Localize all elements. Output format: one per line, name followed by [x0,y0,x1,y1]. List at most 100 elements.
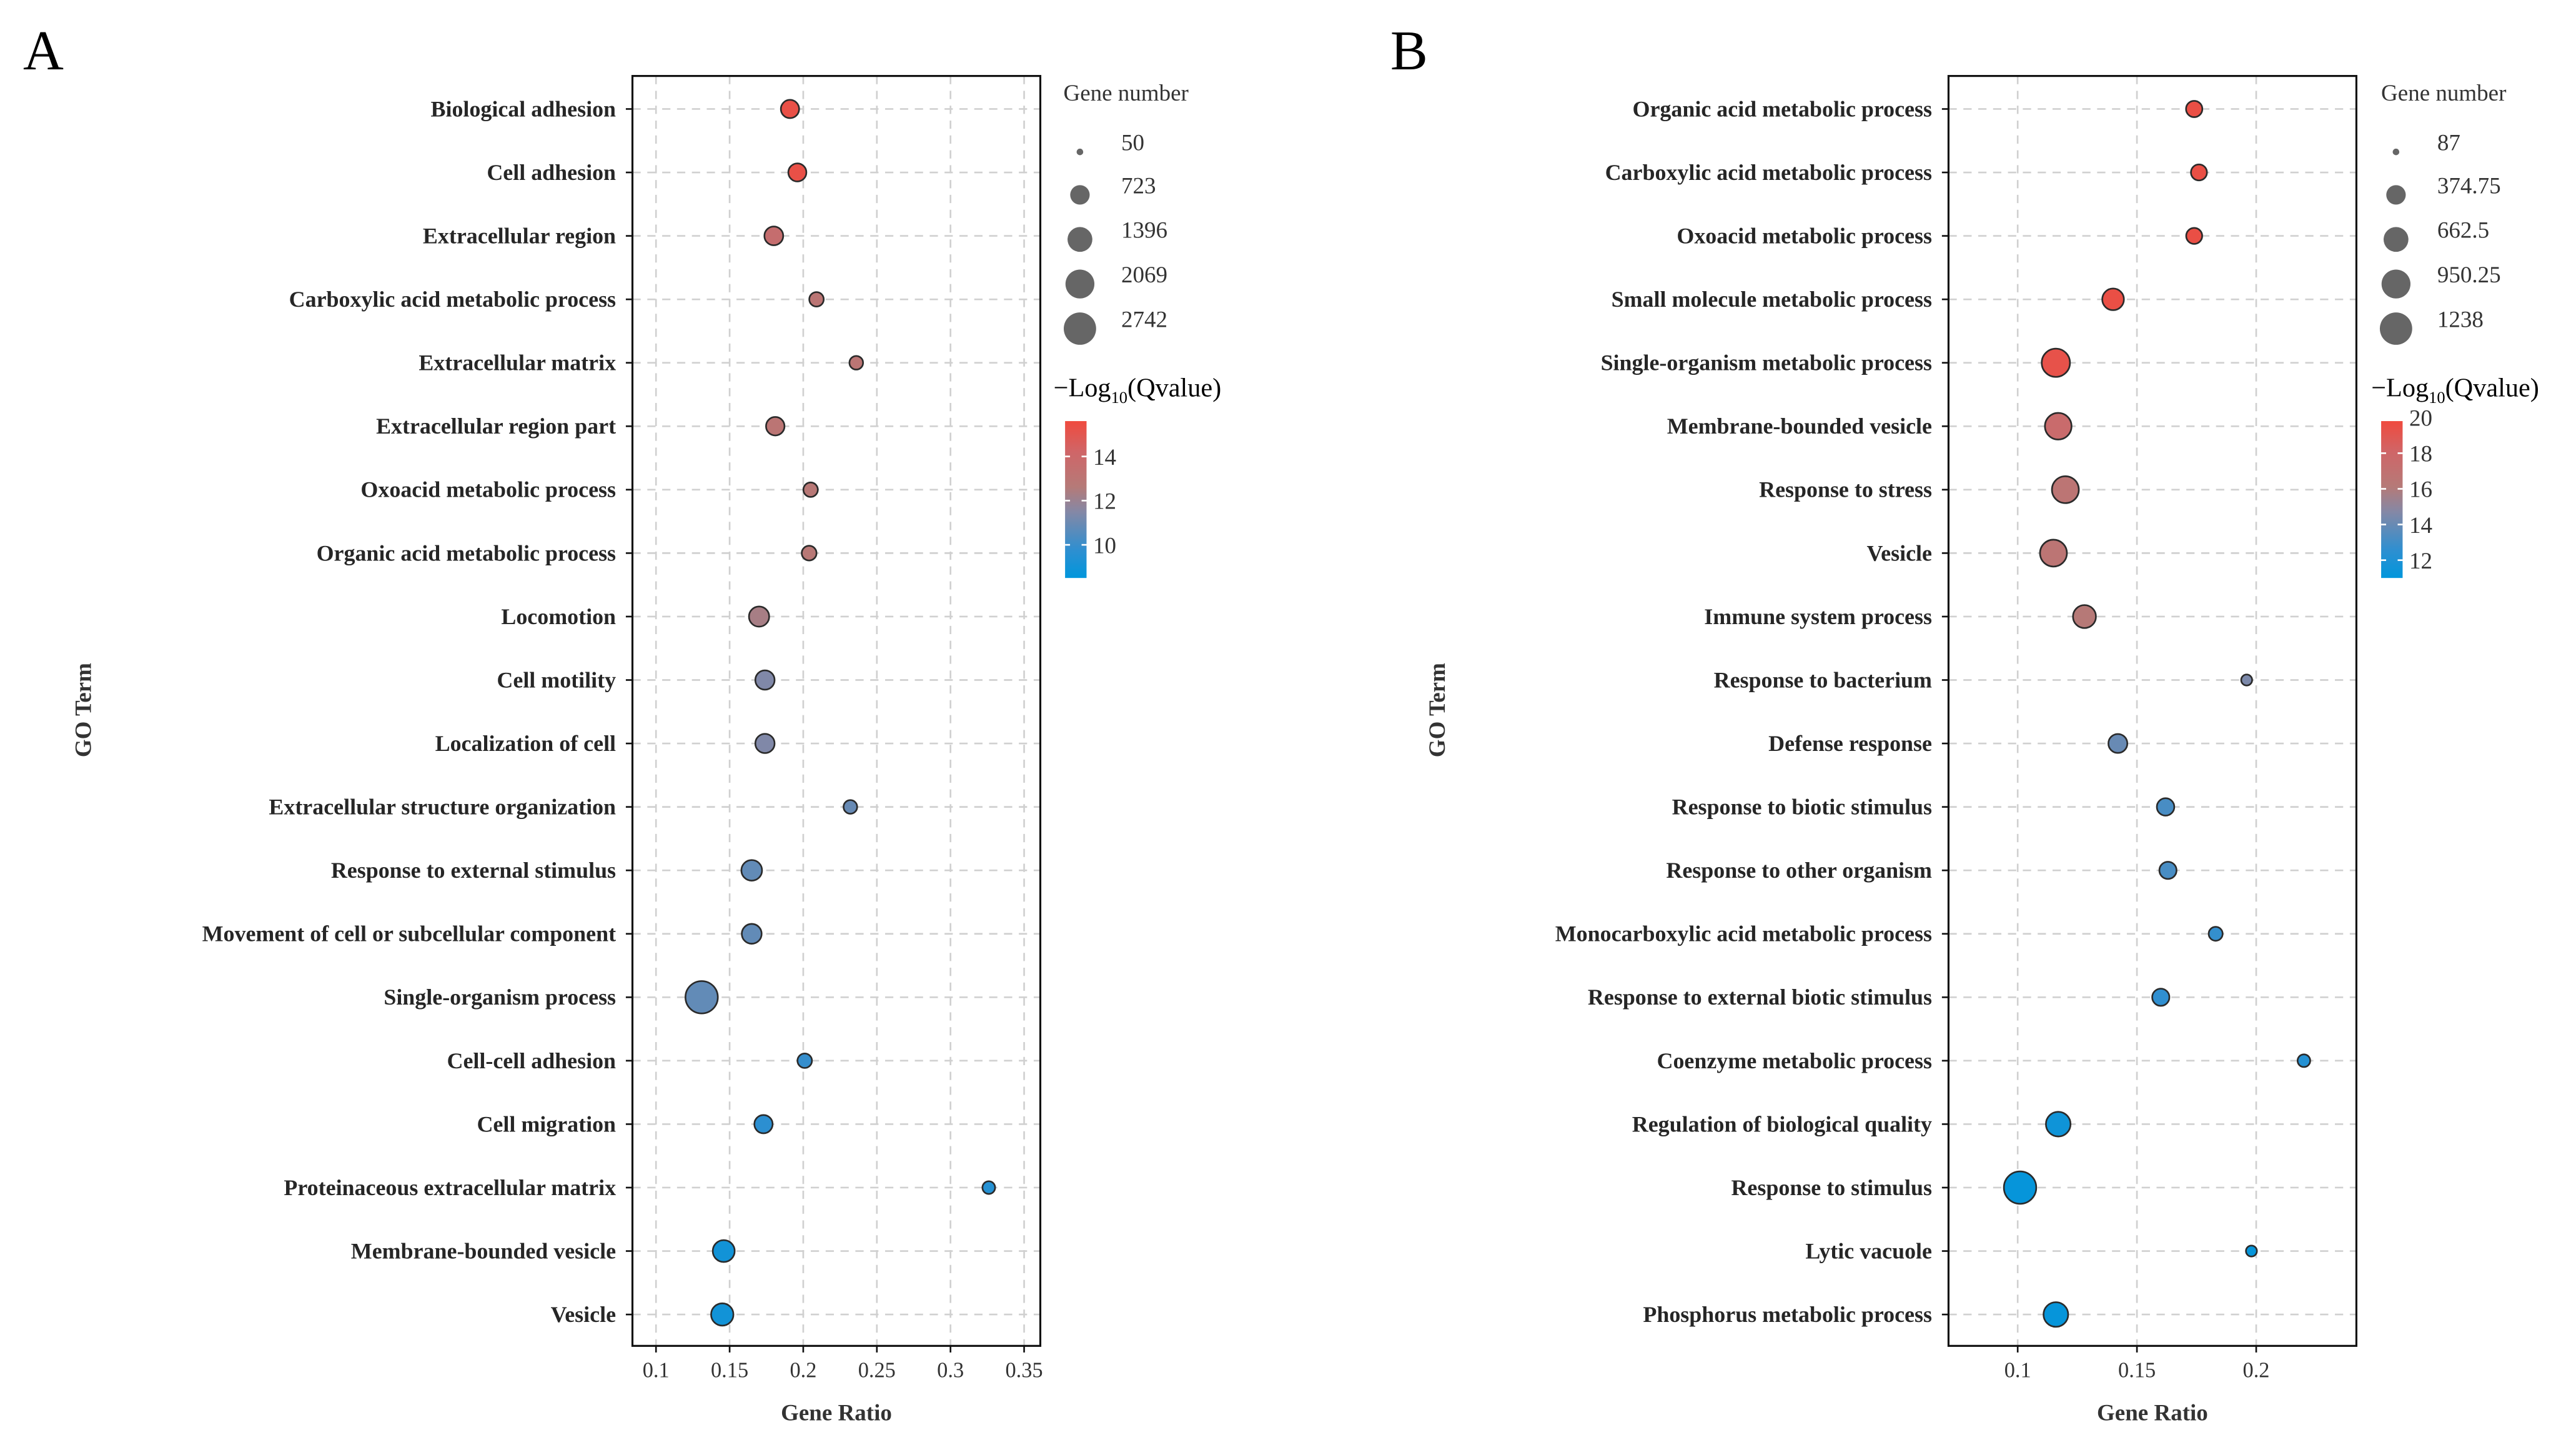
color-legend-title-sub: 10 [1111,388,1127,407]
y-tick-label: Cell-cell adhesion [447,1048,617,1073]
data-point [2151,988,2171,1007]
size-legend-circle [1068,227,1092,252]
data-point [754,669,776,691]
y-tick-label: Extracellular matrix [419,350,616,375]
x-tick-label: 0.2 [2243,1359,2270,1383]
x-axis-title: Gene Ratio [781,1400,892,1426]
y-tick-label: Cell adhesion [487,160,616,185]
y-tick-label: Organic acid metabolic process [1633,96,1932,121]
x-axis-title: Gene Ratio [2097,1400,2208,1426]
data-point [2043,1301,2069,1328]
y-tick-label: Response to external stimulus [331,858,616,883]
y-tick-label: Membrane-bounded vesicle [351,1238,616,1263]
data-point [711,1239,736,1263]
y-tick-label: Phosphorus metabolic process [1643,1302,1932,1327]
size-legend-label: 723 [1121,173,1156,199]
y-tick-label: Response to other organism [1666,858,1932,883]
size-legend-label: 50 [1121,131,1144,156]
size-legend-label: 1396 [1121,218,1167,244]
data-point [765,416,786,437]
size-legend-title: Gene number [1063,81,1188,106]
data-point [685,980,719,1015]
data-point [787,162,808,182]
y-tick-label: Response to external biotic stimulus [1588,985,1932,1010]
x-tick-label: 0.15 [711,1359,748,1383]
color-bar-label: 12 [1093,489,1116,515]
y-tick-label: Cell motility [497,667,616,692]
y-tick-label: Oxoacid metabolic process [360,477,616,502]
size-legend-circle [2381,269,2410,299]
data-point [2185,100,2204,118]
color-legend-title: −Log10(Qvalue) [2371,373,2539,407]
y-tick-label: Immune system process [1704,604,1932,629]
y-tick-label: Extracellular region part [376,414,616,439]
color-bar-label: 16 [2409,477,2432,503]
size-legend-circle [2392,148,2400,156]
data-point [843,799,858,815]
x-tick-label: 0.1 [643,1359,670,1383]
color-bar-label: 14 [2409,513,2432,539]
data-point [741,923,763,945]
data-point [2156,797,2176,817]
data-point [2101,287,2125,311]
y-tick-label: Locomotion [501,604,616,629]
data-point [740,859,763,882]
panel-label: B [1390,20,1428,82]
data-point [710,1302,735,1327]
color-legend-title-prefix: −Log [2371,373,2429,402]
size-legend-label: 662.5 [2437,218,2489,244]
y-tick-label: Cell migration [477,1111,616,1136]
y-tick-label: Response to stimulus [1731,1175,1932,1200]
color-bar-label: 12 [2409,549,2432,574]
data-point [848,355,864,370]
y-tick-label: Single-organism metabolic process [1601,350,1932,375]
y-tick-label: Proteinaceous extracellular matrix [284,1175,616,1200]
size-legend-circle [1076,148,1084,156]
y-tick-label: Oxoacid metabolic process [1677,223,1932,248]
plot-frame [631,75,1042,1347]
size-legend-circle [2383,227,2409,252]
data-point [2041,347,2071,378]
x-tick-label: 0.35 [1005,1359,1043,1383]
color-legend-title: −Log10(Qvalue) [1054,373,1222,407]
color-bar-label: 14 [1093,445,1116,470]
color-bar-label: 10 [1093,533,1116,559]
data-point [2245,1244,2258,1258]
y-tick-label: Vesicle [551,1302,617,1327]
y-tick-label: Coenzyme metabolic process [1657,1048,1932,1073]
plot-frame [1947,75,2357,1347]
size-legend-label: 87 [2437,131,2460,156]
y-tick-label: Response to bacterium [1714,667,1932,692]
data-point [2072,604,2097,629]
size-legend-circle [2386,185,2406,205]
data-point [796,1052,813,1069]
size-legend-circle [1065,269,1095,299]
data-point [2158,861,2177,880]
size-legend-label: 2742 [1121,307,1167,332]
y-tick-label: Localization of cell [435,731,616,756]
y-tick-label: Lytic vacuole [1805,1238,1932,1263]
data-point [2296,1053,2311,1068]
panel-a: A Biological adhesion Cell adhesion Extrace… [23,20,1221,1426]
data-point [2190,163,2208,182]
color-legend-title-prefix: −Log [1054,373,1111,402]
size-legend-label: 1238 [2437,307,2484,332]
color-legend-title-suffix: (Qvalue) [1127,373,1221,402]
x-tick-label: 0.15 [2118,1359,2156,1383]
data-point [780,99,800,119]
y-tick-label: Carboxylic acid metabolic process [289,287,616,312]
y-tick-label: Carboxylic acid metabolic process [1605,160,1932,185]
data-point [2003,1170,2038,1205]
size-legend-label: 2069 [1121,262,1167,288]
data-point [753,1114,774,1135]
data-point [763,226,785,246]
size-legend-circle [2379,312,2412,345]
color-bar-label: 18 [2409,442,2432,467]
y-tick-label: Regulation of biological quality [1632,1111,1932,1136]
y-tick-label: Vesicle [1867,540,1933,565]
y-axis-title: GO Term [1425,663,1450,757]
color-bar [1065,421,1087,578]
color-bar [2381,421,2403,578]
size-legend-circle [1064,312,1096,345]
